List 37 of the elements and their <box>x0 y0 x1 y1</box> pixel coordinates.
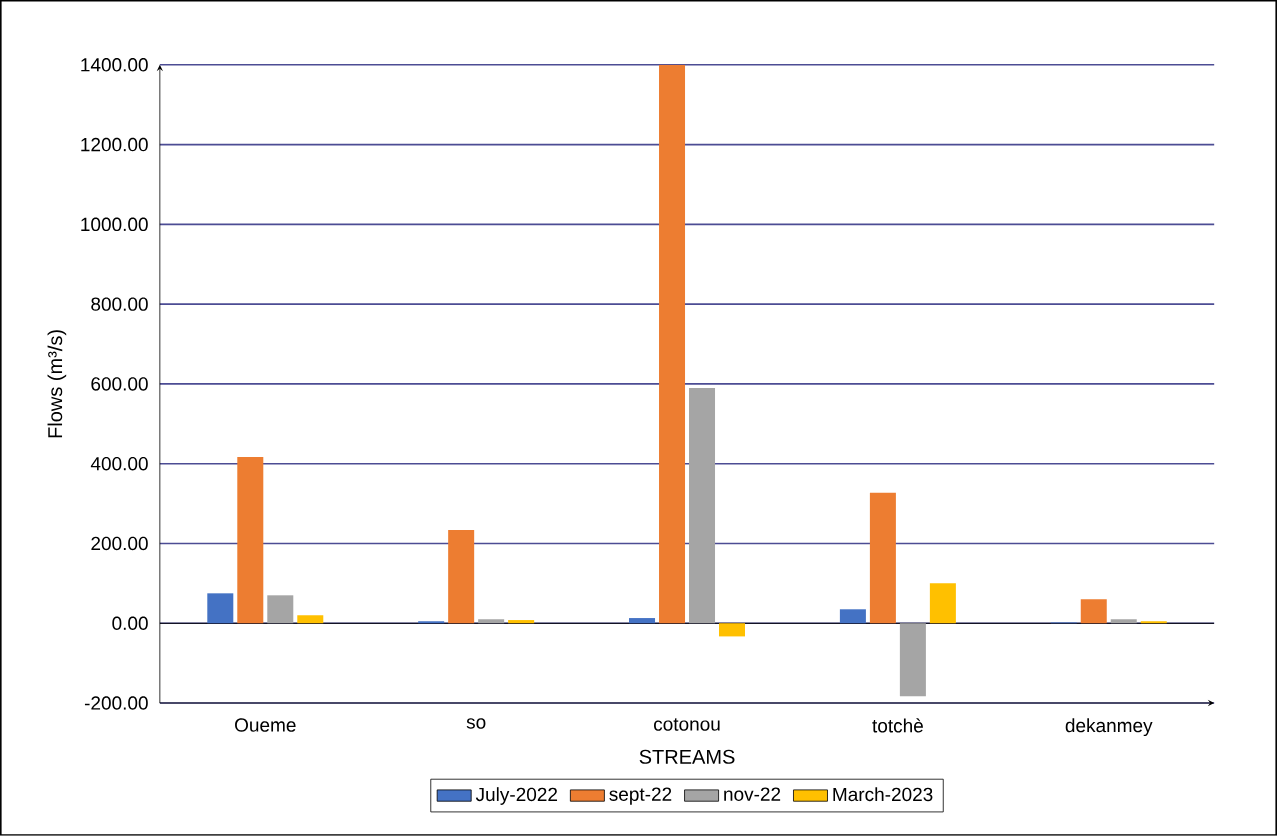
y-tick-label: 200.00 <box>91 536 148 551</box>
bar <box>659 64 686 624</box>
bar <box>869 492 896 624</box>
legend-label: July-2022 <box>475 787 558 805</box>
x-tick-label: so <box>466 718 486 729</box>
y-tick-label: 800.00 <box>91 297 148 311</box>
x-tick-label: Oueme <box>235 718 296 732</box>
legend-label: nov-22 <box>724 787 781 801</box>
bar <box>448 529 475 624</box>
bar <box>508 620 535 624</box>
x-tick-label: totchè <box>872 718 923 733</box>
bar <box>1110 619 1137 624</box>
bar <box>689 387 716 624</box>
bar <box>478 619 505 624</box>
y-axis-title: Flows (m³/s) <box>47 330 67 438</box>
bar <box>207 593 234 624</box>
legend-label: sept-22 <box>609 787 672 805</box>
bar <box>899 623 926 697</box>
x-axis-title: STREAMS <box>639 749 735 764</box>
bar <box>267 595 294 624</box>
y-tick-label: 1200.00 <box>81 137 148 152</box>
legend-label: March-2023 <box>833 787 933 802</box>
bar <box>1080 599 1107 624</box>
bar <box>719 623 746 637</box>
bar <box>297 615 324 624</box>
y-tick-label: 1400.00 <box>81 58 148 72</box>
y-tick-label: 400.00 <box>90 457 148 471</box>
y-tick-label: 1000.00 <box>81 217 148 232</box>
y-tick-label: -200.00 <box>84 696 148 710</box>
bar <box>839 609 866 624</box>
y-tick-label: 0.00 <box>112 616 148 631</box>
bar <box>929 583 956 624</box>
bar <box>237 456 264 624</box>
x-tick-label: cotonou <box>654 718 720 731</box>
y-tick-label: 600.00 <box>91 377 148 391</box>
x-tick-label: dekanmey <box>1065 718 1153 737</box>
bar <box>629 618 656 624</box>
